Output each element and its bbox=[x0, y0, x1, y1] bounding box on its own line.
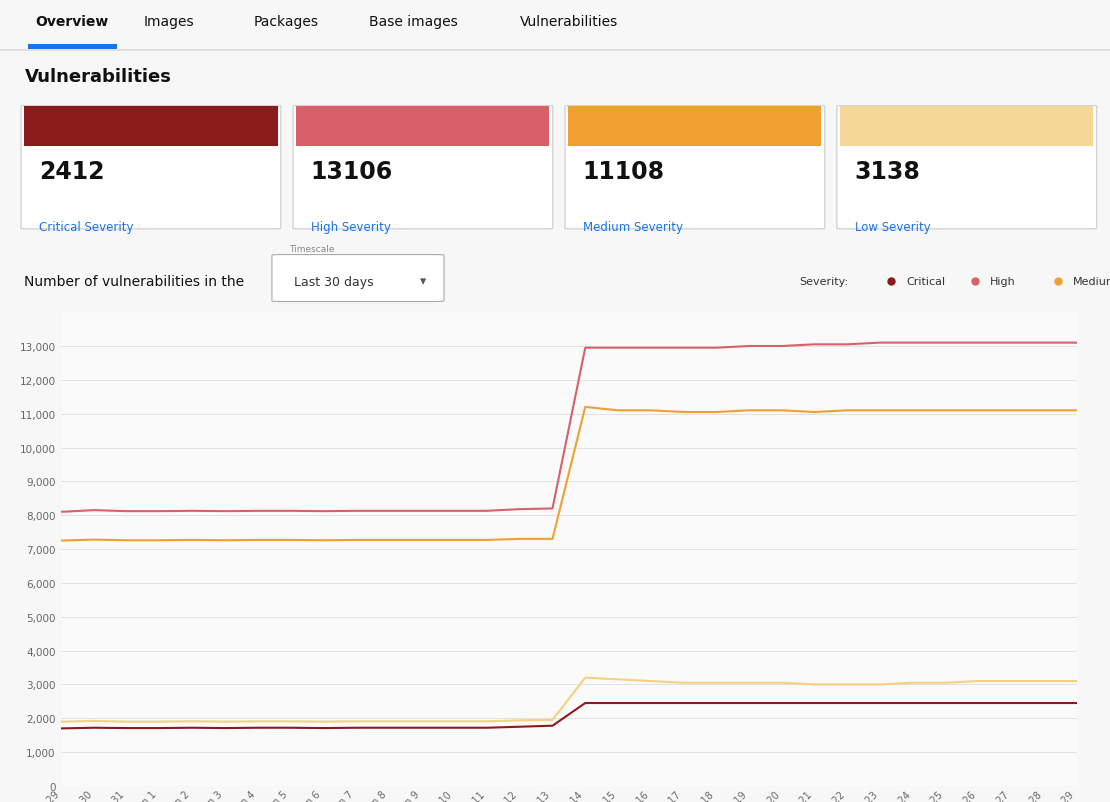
Text: Images: Images bbox=[144, 14, 194, 29]
Bar bbox=[568, 107, 821, 147]
Text: Low Severity: Low Severity bbox=[855, 221, 930, 234]
Text: Medium Severity: Medium Severity bbox=[583, 221, 683, 234]
Bar bbox=[296, 107, 549, 147]
FancyBboxPatch shape bbox=[837, 107, 1097, 229]
FancyBboxPatch shape bbox=[565, 107, 825, 229]
Text: Base images: Base images bbox=[370, 14, 457, 29]
Text: ▾: ▾ bbox=[420, 275, 426, 288]
Text: Critical: Critical bbox=[907, 277, 946, 286]
Bar bbox=[24, 107, 278, 147]
Text: Vulnerabilities: Vulnerabilities bbox=[519, 14, 618, 29]
Text: 11108: 11108 bbox=[583, 160, 665, 184]
Text: 13106: 13106 bbox=[311, 160, 393, 184]
Text: High: High bbox=[990, 277, 1016, 286]
Text: Number of vulnerabilities in the: Number of vulnerabilities in the bbox=[24, 275, 244, 289]
FancyBboxPatch shape bbox=[21, 107, 281, 229]
FancyBboxPatch shape bbox=[293, 107, 553, 229]
Text: 3138: 3138 bbox=[855, 160, 920, 184]
Text: Timescale: Timescale bbox=[289, 245, 334, 253]
Text: Last 30 days: Last 30 days bbox=[294, 275, 374, 288]
Text: Overview: Overview bbox=[36, 14, 109, 29]
Text: High Severity: High Severity bbox=[311, 221, 391, 234]
Text: Critical Severity: Critical Severity bbox=[39, 221, 133, 234]
Text: 2412: 2412 bbox=[39, 160, 104, 184]
Text: Vulnerabilities: Vulnerabilities bbox=[24, 68, 171, 86]
Text: Severity:: Severity: bbox=[799, 277, 848, 286]
Bar bbox=[28, 45, 117, 50]
Text: Medium: Medium bbox=[1073, 277, 1110, 286]
Bar bbox=[840, 107, 1093, 147]
FancyBboxPatch shape bbox=[272, 255, 444, 302]
Bar bbox=[0, 50, 1110, 52]
Text: Packages: Packages bbox=[253, 14, 319, 29]
